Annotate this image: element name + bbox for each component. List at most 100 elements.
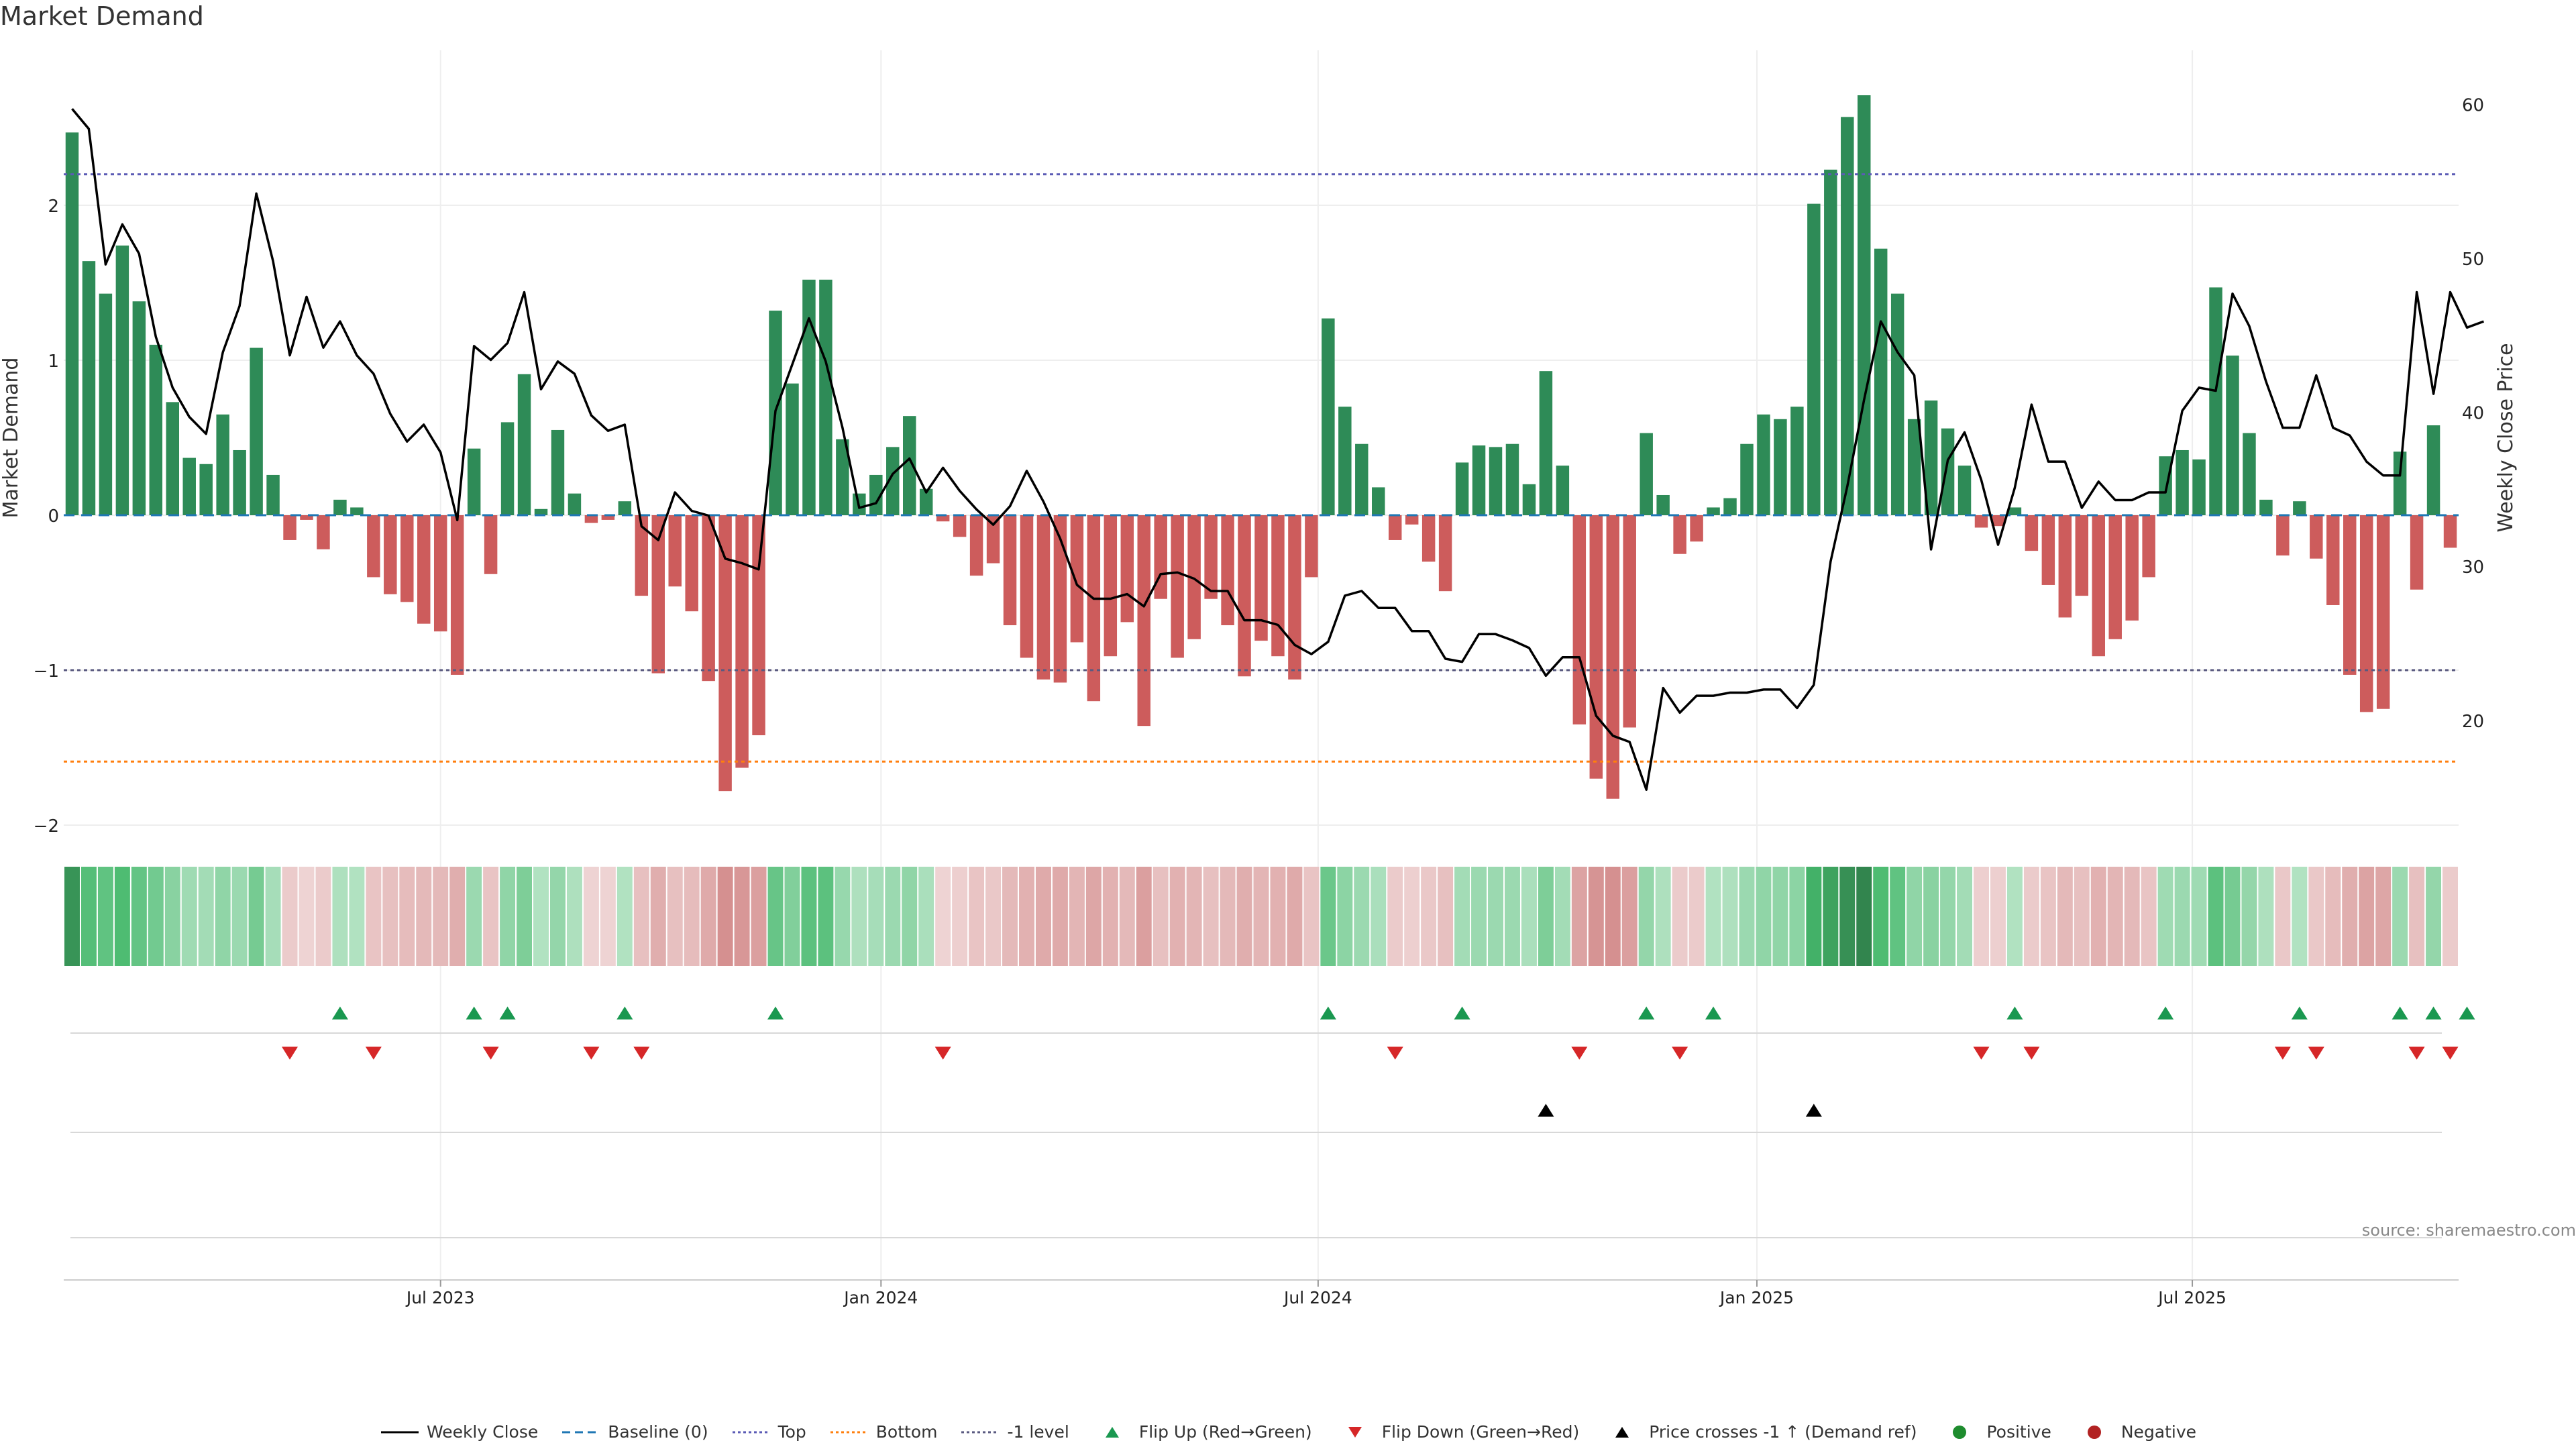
heat-cell <box>1672 867 1688 966</box>
demand-bar <box>1070 515 1084 643</box>
chart-title: Market Demand <box>0 1 204 31</box>
heat-cell <box>1772 867 1788 966</box>
heat-cell <box>1186 867 1202 966</box>
heat-cell <box>299 867 315 966</box>
demand-bar <box>2359 515 2373 712</box>
heat-cell <box>2157 867 2174 966</box>
demand-bar <box>551 429 565 515</box>
flip-down-marker <box>1672 1046 1688 1060</box>
heat-cell <box>1421 867 1437 966</box>
flip-up-marker <box>767 1006 784 1020</box>
x-tick-label: Jan 2025 <box>1719 1288 1794 1307</box>
demand-bar <box>1572 515 1587 724</box>
demand-bar <box>1640 433 1653 515</box>
demand-bar <box>250 347 263 515</box>
y-tick-label: −1 <box>34 661 59 682</box>
demand-bar <box>919 488 933 515</box>
heat-cell <box>1488 867 1503 966</box>
heat-cell <box>2107 867 2123 966</box>
heat-cell <box>1990 867 2006 966</box>
heat-cell <box>1722 867 1738 966</box>
demand-bar <box>735 515 749 768</box>
demand-bar <box>718 515 732 792</box>
heat-cell <box>633 867 649 966</box>
heat-cell <box>734 867 750 966</box>
heat-cell <box>1588 867 1604 966</box>
flip-markers-panel <box>70 1006 2475 1060</box>
demand-bar <box>283 515 297 540</box>
legend-label: Bottom <box>875 1422 938 1442</box>
demand-bar <box>1003 515 1017 626</box>
heat-cell <box>1303 867 1320 966</box>
heat-cell <box>500 867 516 966</box>
heat-cell <box>2359 867 2375 966</box>
demand-bar <box>1539 371 1553 515</box>
price-cross-marker <box>1538 1104 1554 1117</box>
demand-bar <box>2092 515 2105 657</box>
heat-cell <box>2342 867 2358 966</box>
heat-cell <box>1538 867 1554 966</box>
flip-down-marker <box>1973 1046 1990 1060</box>
heat-cell <box>1873 867 1889 966</box>
heat-cell <box>1571 867 1587 966</box>
heat-cell <box>449 867 466 966</box>
heat-cell <box>164 867 180 966</box>
heat-cell <box>1085 867 1102 966</box>
demand-bar <box>1890 293 1904 515</box>
heat-cell <box>935 867 951 966</box>
heat-cell <box>600 867 616 966</box>
heat-cell <box>1521 867 1537 966</box>
demand-bar <box>350 507 364 515</box>
demand-bars <box>65 95 2457 799</box>
heat-cell <box>148 867 164 966</box>
heat-cell <box>1354 867 1370 966</box>
legend-label: Weekly Close <box>426 1422 539 1442</box>
heat-cell <box>2090 867 2106 966</box>
demand-bar <box>752 515 765 736</box>
demand-bar <box>2259 499 2273 515</box>
heat-cell <box>114 867 130 966</box>
heat-cell <box>64 867 80 966</box>
heat-cell <box>2191 867 2207 966</box>
demand-bar <box>1841 117 1854 515</box>
legend-item: Top <box>731 1422 806 1442</box>
heat-cell <box>583 867 599 966</box>
heat-cell <box>1152 867 1169 966</box>
heat-cell <box>1940 867 1956 966</box>
y2-tick-label: 30 <box>2462 557 2484 578</box>
flip-up-marker <box>466 1006 482 1020</box>
flip-down-marker <box>633 1046 650 1060</box>
demand-bar <box>2410 515 2424 590</box>
heat-cell <box>2392 867 2408 966</box>
demand-bar <box>2310 515 2323 559</box>
demand-bar <box>2376 515 2390 709</box>
demand-bar <box>534 508 548 515</box>
heat-cell <box>1102 867 1118 966</box>
heat-cell <box>1136 867 1152 966</box>
heat-cell <box>1655 867 1671 966</box>
demand-bar <box>1907 419 1921 515</box>
flip-up-marker <box>331 1006 348 1020</box>
demand-bar <box>333 499 347 515</box>
demand-bar <box>1238 515 1251 677</box>
heat-cell <box>131 867 147 966</box>
demand-bar <box>2443 515 2457 548</box>
flip-up-marker <box>2157 1006 2174 1020</box>
demand-bar <box>82 261 96 515</box>
demand-bar <box>1656 494 1670 515</box>
flip-down-marker <box>2023 1046 2040 1060</box>
grid-lines <box>64 50 2459 1280</box>
demand-bar <box>1322 318 1335 515</box>
flip-up-marker <box>2392 1006 2408 1020</box>
demand-bar <box>2075 515 2089 596</box>
heat-cell <box>265 867 281 966</box>
heat-cell <box>818 867 834 966</box>
y2-tick-label: 40 <box>2462 404 2484 424</box>
heat-cell <box>1739 867 1755 966</box>
heat-cell <box>902 867 918 966</box>
demand-bar <box>182 458 196 515</box>
heat-cell <box>918 867 934 966</box>
y-tick-label: −2 <box>34 816 59 837</box>
demand-bar <box>1774 419 1787 515</box>
x-tick-label: Jul 2024 <box>1283 1288 1352 1307</box>
